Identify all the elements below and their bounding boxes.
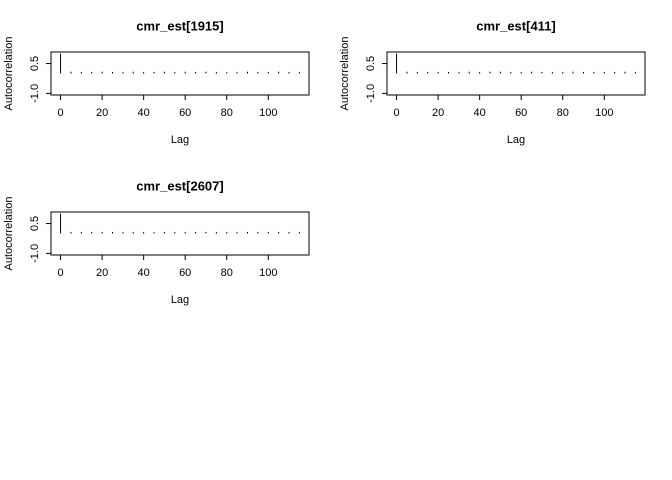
x-tick-label: 40 (138, 107, 150, 119)
x-tick-label: 20 (96, 107, 108, 119)
x-tick-label: 40 (138, 267, 150, 279)
y-tick-label: 0.5 (29, 216, 41, 231)
x-tick-label: 80 (221, 107, 233, 119)
x-tick-label: 100 (595, 107, 613, 119)
x-axis-label: Lag (171, 134, 189, 146)
x-tick-label: 60 (179, 267, 191, 279)
plot-frame (50, 51, 310, 96)
plot-frame (386, 51, 646, 96)
y-axis-label: Autocorrelation (3, 197, 15, 271)
x-axis-label: Lag (507, 134, 525, 146)
y-tick-label: 0.5 (29, 56, 41, 71)
y-tick-label: 0.5 (365, 56, 377, 71)
x-tick-label: 60 (515, 107, 527, 119)
x-tick-label: 80 (221, 267, 233, 279)
x-tick-label: 0 (57, 107, 63, 119)
x-tick-label: 40 (474, 107, 486, 119)
x-tick-label: 20 (432, 107, 444, 119)
plot-frame (50, 211, 310, 256)
x-tick-label: 80 (557, 107, 569, 119)
panel-title: cmr_est[411] (476, 18, 556, 33)
x-tick-label: 0 (393, 107, 399, 119)
panel-title: cmr_est[1915] (136, 18, 223, 33)
y-axis-label: Autocorrelation (339, 37, 351, 111)
x-tick-label: 20 (96, 267, 108, 279)
x-axis-label: Lag (171, 294, 189, 306)
y-tick-label: -1.0 (365, 84, 377, 103)
x-tick-label: 0 (57, 267, 63, 279)
y-tick-label: -1.0 (29, 84, 41, 103)
y-tick-label: -1.0 (29, 244, 41, 263)
x-tick-label: 100 (259, 267, 277, 279)
panel-title: cmr_est[2607] (136, 178, 223, 193)
x-tick-label: 100 (259, 107, 277, 119)
x-tick-label: 60 (179, 107, 191, 119)
y-axis-label: Autocorrelation (3, 37, 15, 111)
